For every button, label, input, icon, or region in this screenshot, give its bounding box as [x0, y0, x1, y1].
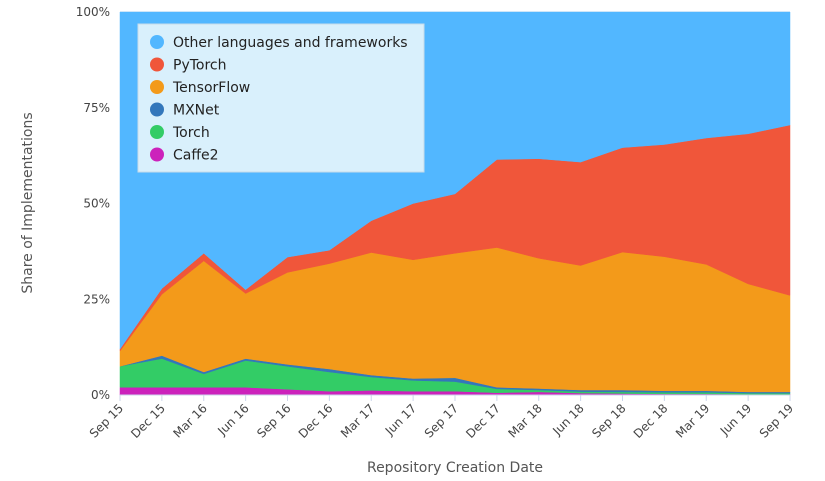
- area-series: [119, 11, 791, 396]
- x-tick-label: Dec 18: [631, 401, 671, 441]
- legend-swatch: [150, 35, 164, 49]
- x-tick-label: Dec 17: [463, 401, 503, 441]
- x-tick-label: Mar 19: [673, 401, 712, 440]
- x-tick-label: Dec 16: [296, 401, 336, 441]
- x-tick-label: Sep 15: [87, 401, 126, 440]
- legend-swatch: [150, 102, 164, 117]
- y-tick-label: 0%: [91, 388, 110, 402]
- x-tick-label: Dec 15: [128, 401, 168, 441]
- legend-box: [137, 23, 425, 173]
- y-axis-ticks: 0% 25% 50% 75% 100%: [76, 5, 110, 402]
- x-tick-label: Sep 16: [254, 401, 293, 440]
- legend-label: Caffe2: [173, 148, 219, 164]
- x-tick-label: Mar 16: [170, 401, 209, 440]
- x-tick-label: Jun 16: [214, 401, 251, 438]
- legend-label: MXNet: [173, 103, 220, 119]
- y-tick-label: 75%: [83, 101, 110, 115]
- legend-label: Torch: [172, 125, 210, 141]
- x-tick-label: Mar 18: [505, 401, 544, 440]
- x-tick-label: Jun 18: [549, 401, 586, 438]
- legend-label: TensorFlow: [172, 80, 250, 96]
- y-tick-label: 50%: [83, 197, 110, 211]
- y-axis-title: Share of Implementations: [20, 112, 36, 293]
- y-tick-label: 25%: [83, 292, 110, 306]
- legend-swatch: [150, 125, 164, 139]
- x-tick-label: Mar 17: [338, 401, 377, 440]
- x-axis-ticks: Sep 15 Dec 15 Mar 16 Jun 16 Sep 16 Dec 16 Mar …: [87, 395, 796, 441]
- legend-swatch: [150, 147, 164, 162]
- legend: Other languages and frameworks PyTorch Ten…: [137, 23, 425, 173]
- legend-swatch: [150, 80, 164, 94]
- x-tick-label: Sep 19: [757, 401, 796, 440]
- x-tick-label: Sep 18: [589, 401, 628, 440]
- x-tick-label: Jun 17: [382, 401, 419, 438]
- x-tick-label: Sep 17: [422, 401, 461, 440]
- x-tick-label: Jun 19: [717, 401, 754, 438]
- x-axis-title: Repository Creation Date: [367, 460, 543, 476]
- legend-label: PyTorch: [173, 58, 226, 74]
- y-tick-label: 100%: [76, 5, 110, 19]
- legend-swatch: [150, 57, 164, 72]
- legend-label: Other languages and frameworks: [173, 35, 408, 51]
